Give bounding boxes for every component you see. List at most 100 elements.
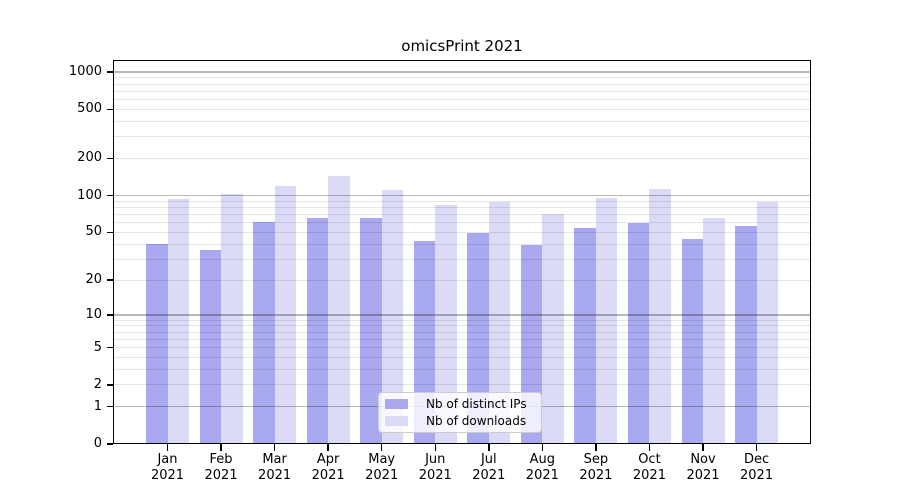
- gridline-minor: [113, 206, 811, 208]
- x-tick-label-line: 2021: [579, 468, 613, 483]
- gridline-minor: [113, 77, 811, 79]
- y-tick-mark: [106, 314, 113, 316]
- x-tick-label-line: 2021: [204, 468, 238, 483]
- legend-item: Nb of distinct IPs: [385, 397, 535, 411]
- x-tick-label-line: 2021: [365, 468, 399, 483]
- x-tick-mark: [702, 444, 704, 451]
- x-tick-label-line: 2021: [258, 468, 292, 483]
- y-tick-mark: [106, 71, 113, 73]
- bar-downloads-mar: [274, 185, 297, 444]
- y-tick-mark: [106, 443, 113, 445]
- x-tick-mark: [648, 444, 651, 451]
- x-tick-label-line: 2021: [525, 468, 559, 483]
- bar-distinct-ips-mar: [253, 221, 275, 444]
- y-tick-mark: [106, 108, 113, 111]
- legend-swatch-distinct-ips: [385, 399, 408, 410]
- y-tick-mark: [106, 194, 113, 197]
- bar-downloads-jul: [488, 201, 511, 444]
- x-tick-mark: [755, 444, 758, 451]
- x-tick-label-line: 2021: [311, 468, 345, 483]
- gridline-minor: [113, 98, 811, 100]
- bar-downloads-feb: [221, 194, 243, 444]
- x-tick-label-may: May 2021: [355, 452, 409, 484]
- y-tick-mark: [106, 279, 113, 281]
- bar-downloads-nov: [703, 217, 725, 444]
- bar-distinct-ips-dec: [735, 226, 757, 444]
- bar-distinct-ips-jul: [467, 233, 489, 444]
- legend-swatch-downloads: [385, 415, 408, 426]
- y-tick-mark: [106, 231, 113, 234]
- y-tick-label: 5: [93, 339, 102, 355]
- bar-distinct-ips-may: [360, 218, 382, 444]
- legend: Nb of distinct IPs Nb of downloads: [378, 392, 542, 433]
- y-tick-label: 1: [93, 398, 102, 414]
- y-tick-label: 500: [77, 101, 102, 117]
- bar-distinct-ips-feb: [199, 249, 222, 444]
- bar-downloads-oct: [649, 188, 671, 444]
- legend-label: Nb of distinct IPs: [426, 397, 527, 412]
- x-tick-label-line: Aug: [529, 452, 556, 467]
- x-tick-label-jul: Jul 2021: [462, 452, 516, 484]
- bar-downloads-jan: [167, 199, 189, 444]
- gridline-minor: [113, 120, 811, 122]
- bar-distinct-ips-apr: [306, 217, 329, 444]
- y-tick-label: 0: [93, 436, 102, 451]
- bar-downloads-may: [381, 190, 404, 444]
- x-tick-mark: [327, 444, 329, 451]
- x-tick-label-line: Dec: [743, 452, 770, 467]
- x-tick-mark: [166, 444, 169, 451]
- x-tick-label-aug: Aug 2021: [515, 452, 569, 484]
- y-tick-label: 2: [93, 376, 102, 392]
- gridline-minor: [113, 200, 811, 202]
- x-tick-label-dec: Dec 2021: [730, 452, 784, 484]
- x-tick-label-line: 2021: [686, 468, 720, 483]
- x-tick-label-line: Nov: [690, 452, 716, 467]
- x-tick-label-line: Oct: [638, 452, 661, 467]
- chart-title: omicsPrint 2021: [401, 37, 523, 55]
- bar-distinct-ips-oct: [627, 222, 650, 444]
- x-tick-label-sep: Sep 2021: [569, 452, 623, 484]
- legend-label: Nb of downloads: [426, 413, 527, 428]
- x-tick-label-jun: Jun 2021: [408, 452, 462, 484]
- y-tick-label: 200: [77, 150, 102, 166]
- x-tick-mark: [220, 444, 222, 451]
- gridline-minor: [113, 108, 811, 110]
- y-tick-label: 100: [77, 187, 102, 203]
- x-tick-label-line: 2021: [150, 468, 185, 483]
- bar-downloads-dec: [756, 201, 779, 444]
- gridline-minor: [113, 90, 811, 92]
- y-tick-mark: [106, 405, 113, 408]
- y-tick-mark: [106, 384, 113, 386]
- x-tick-label-line: Jul: [480, 452, 497, 467]
- gridline-minor: [113, 157, 811, 159]
- gridline-minor: [113, 83, 811, 85]
- x-tick-label-line: Mar: [262, 452, 287, 467]
- x-tick-label-oct: Oct 2021: [622, 452, 676, 484]
- x-tick-mark: [273, 444, 276, 451]
- y-tick-mark: [106, 157, 113, 160]
- y-tick-label: 20: [85, 272, 102, 288]
- y-tick-label: 1000: [68, 64, 102, 79]
- x-tick-label-jan: Jan 2021: [141, 452, 195, 484]
- x-tick-label-line: 2021: [632, 468, 666, 483]
- x-tick-label-line: May: [368, 452, 396, 467]
- x-tick-label-feb: Feb 2021: [194, 452, 248, 484]
- x-tick-label-apr: Apr 2021: [301, 452, 355, 484]
- gridline-major: [113, 71, 811, 73]
- x-tick-label-line: Feb: [209, 452, 233, 467]
- bar-downloads-jun: [435, 204, 457, 444]
- bar-downloads-aug: [542, 214, 564, 444]
- x-tick-label-nov: Nov 2021: [676, 452, 730, 484]
- x-tick-label-line: Sep: [583, 452, 609, 467]
- y-tick-label: 50: [85, 224, 102, 240]
- x-tick-label-line: Jan: [157, 452, 178, 467]
- x-tick-label-line: Apr: [316, 452, 340, 467]
- x-tick-label-line: 2021: [472, 468, 506, 483]
- gridline-major: [113, 194, 811, 197]
- x-tick-mark: [541, 444, 544, 451]
- y-tick-label: 10: [85, 306, 102, 322]
- x-tick-mark: [380, 444, 383, 451]
- bar-distinct-ips-jan: [146, 244, 168, 444]
- x-tick-label-mar: Mar 2021: [248, 452, 302, 484]
